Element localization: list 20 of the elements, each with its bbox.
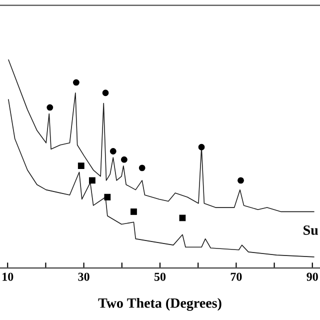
point (238, 177, 244, 184)
point (198, 144, 205, 150)
point (179, 214, 186, 222)
point (46, 104, 54, 111)
x-tick-label: 10 (2, 272, 14, 281)
point (72, 79, 80, 86)
point (102, 90, 109, 96)
x-tick-label: 50 (154, 272, 166, 281)
point (104, 194, 111, 200)
point (78, 162, 84, 170)
x-tick-label: 30 (78, 272, 90, 281)
point (88, 177, 96, 184)
x-axis-title: Two Theta (Degrees) (98, 298, 222, 311)
point (110, 148, 116, 154)
annotation: Su (304, 225, 318, 235)
x-tick-label: 90 (306, 272, 318, 281)
point (120, 156, 128, 163)
point (138, 164, 146, 172)
x-tick-label: 70 (230, 272, 242, 281)
point (130, 208, 137, 215)
